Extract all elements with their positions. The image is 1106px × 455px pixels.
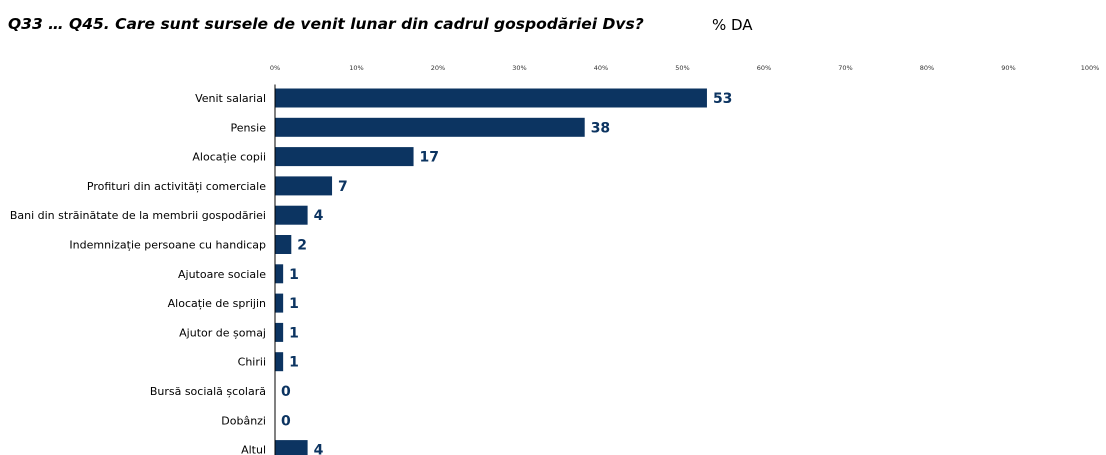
category-label: Ajutoare sociale [178, 268, 266, 281]
x-axis-ticks: 0% 10% 20% 30% 40% 50% 60% 70% 80% 90% 100% [270, 64, 1099, 72]
bar [275, 176, 333, 196]
question-title: Q33 … Q45. Care sunt sursele de venit lu… [8, 15, 644, 33]
category-label: Bani din străinătate de la membrii gospo… [10, 209, 266, 222]
value-label: 4 [314, 443, 324, 455]
x-tick-label: 60% [757, 64, 771, 72]
value-label: 1 [289, 325, 299, 341]
x-tick-label: 100% [1081, 64, 1100, 72]
x-tick-label: 90% [1001, 64, 1015, 72]
value-label: 1 [289, 296, 299, 312]
bar [275, 322, 284, 342]
category-label: Venit salarial [195, 92, 266, 105]
bar [275, 264, 284, 284]
value-label: 1 [289, 355, 299, 371]
value-label: 38 [591, 120, 610, 136]
bar [275, 205, 308, 225]
category-label: Pensie [230, 121, 266, 134]
value-label: 53 [713, 91, 732, 107]
value-label: 7 [338, 179, 348, 195]
x-tick-label: 70% [838, 64, 852, 72]
category-labels: Venit salarial Pensie Alocație copii Profit… [10, 92, 266, 455]
category-label: Chirii [238, 356, 266, 369]
category-label: Profituri din activități comerciale [87, 180, 266, 193]
value-label: 2 [297, 238, 307, 254]
value-label: 0 [281, 384, 291, 400]
value-label: 17 [420, 150, 439, 166]
category-label: Bursă socială școlară [150, 385, 266, 398]
x-tick-label: 30% [512, 64, 526, 72]
bar [275, 147, 414, 167]
x-tick-label: 40% [594, 64, 608, 72]
unit-label: % DA [712, 16, 753, 34]
value-label: 4 [314, 208, 324, 224]
category-label: Altul [241, 444, 266, 455]
x-tick-label: 50% [675, 64, 689, 72]
value-label: 0 [281, 413, 291, 429]
x-tick-label: 80% [920, 64, 934, 72]
bar [275, 88, 707, 108]
value-label: 1 [289, 267, 299, 283]
bars [275, 88, 707, 455]
bar [275, 235, 292, 254]
x-tick-label: 0% [270, 64, 280, 72]
x-tick-label: 20% [431, 64, 445, 72]
x-tick-label: 10% [349, 64, 363, 72]
category-label: Dobânzi [221, 414, 266, 427]
category-label: Indemnizație persoane cu handicap [69, 239, 266, 252]
category-label: Ajutor de șomaj [179, 326, 266, 339]
bar [275, 440, 308, 455]
bar [275, 293, 284, 313]
bar [275, 117, 585, 137]
category-label: Alocație de sprijin [168, 297, 266, 310]
category-label: Alocație copii [192, 151, 266, 164]
bar [275, 352, 284, 372]
